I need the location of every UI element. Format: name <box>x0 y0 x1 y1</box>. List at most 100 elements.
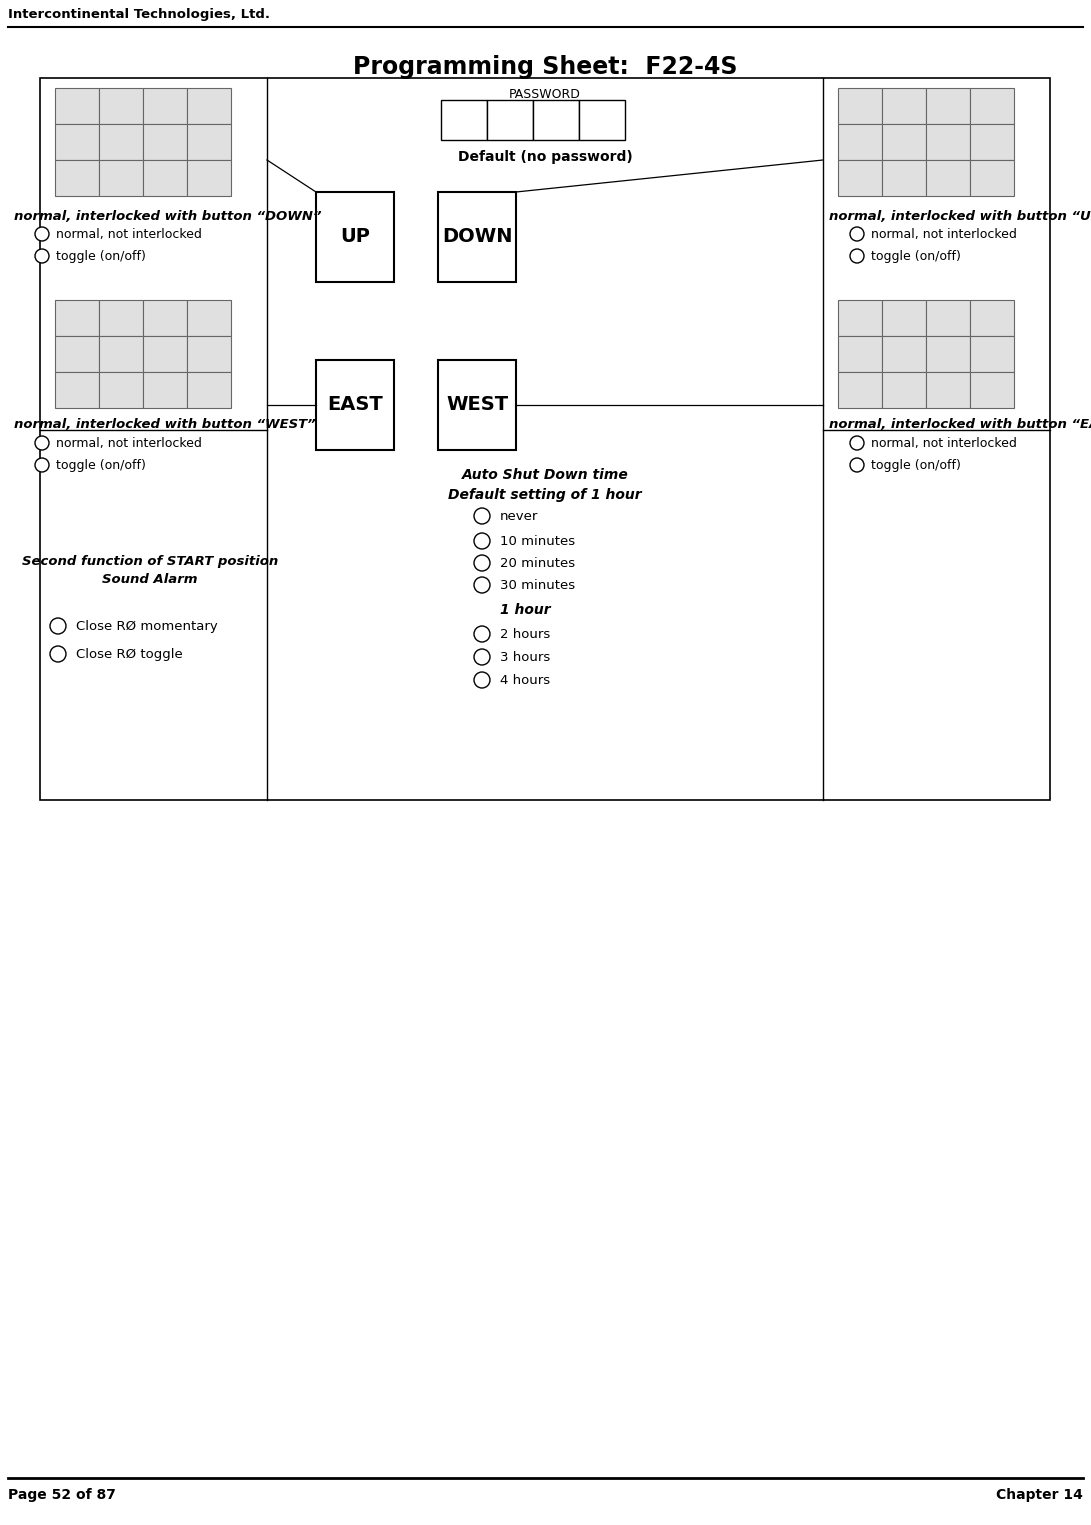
Bar <box>55 336 99 372</box>
Text: normal, not interlocked: normal, not interlocked <box>871 438 1017 450</box>
Bar <box>926 124 970 160</box>
Text: 10 minutes: 10 minutes <box>500 535 575 547</box>
Bar <box>99 160 143 197</box>
Text: 4 hours: 4 hours <box>500 674 550 686</box>
Text: EAST: EAST <box>327 395 383 415</box>
Circle shape <box>850 436 864 450</box>
Text: toggle (on/off): toggle (on/off) <box>871 250 961 262</box>
Circle shape <box>850 458 864 473</box>
Text: 20 minutes: 20 minutes <box>500 557 575 570</box>
Bar <box>838 160 882 197</box>
Bar <box>970 300 1014 336</box>
Bar <box>437 192 516 282</box>
Circle shape <box>473 625 490 642</box>
Text: Close RØ toggle: Close RØ toggle <box>76 648 183 660</box>
Bar <box>187 336 231 372</box>
Bar <box>143 372 187 409</box>
Text: toggle (on/off): toggle (on/off) <box>56 459 146 473</box>
Bar <box>838 300 882 336</box>
Bar <box>187 160 231 197</box>
Circle shape <box>35 249 49 262</box>
Circle shape <box>473 555 490 570</box>
Bar <box>99 336 143 372</box>
Bar <box>187 300 231 336</box>
Bar <box>838 372 882 409</box>
Circle shape <box>473 534 490 549</box>
Circle shape <box>35 227 49 241</box>
Text: normal, not interlocked: normal, not interlocked <box>56 229 202 241</box>
Bar <box>55 88 99 124</box>
Text: PASSWORD: PASSWORD <box>509 88 580 101</box>
Circle shape <box>850 249 864 262</box>
Text: Page 52 of 87: Page 52 of 87 <box>8 1488 116 1502</box>
Bar <box>970 160 1014 197</box>
Text: Chapter 14: Chapter 14 <box>996 1488 1083 1502</box>
Text: normal, not interlocked: normal, not interlocked <box>56 438 202 450</box>
Bar <box>579 101 625 140</box>
Bar <box>143 336 187 372</box>
Bar <box>40 78 1050 801</box>
Bar <box>926 160 970 197</box>
Text: WEST: WEST <box>446 395 508 415</box>
Bar <box>838 124 882 160</box>
Text: Intercontinental Technologies, Ltd.: Intercontinental Technologies, Ltd. <box>8 8 269 21</box>
Bar <box>926 372 970 409</box>
Text: UP: UP <box>340 227 370 247</box>
Text: Programming Sheet:  F22-4S: Programming Sheet: F22-4S <box>352 55 738 79</box>
Text: normal, interlocked with button “EAST”: normal, interlocked with button “EAST” <box>829 418 1091 432</box>
Bar <box>316 192 394 282</box>
Text: 2 hours: 2 hours <box>500 628 550 640</box>
Text: Close RØ momentary: Close RØ momentary <box>76 621 218 633</box>
Circle shape <box>473 576 490 593</box>
Text: normal, interlocked with button “WEST”: normal, interlocked with button “WEST” <box>14 418 315 432</box>
Bar <box>187 372 231 409</box>
Bar <box>882 372 926 409</box>
Bar <box>882 160 926 197</box>
Bar <box>55 160 99 197</box>
Text: Default setting of 1 hour: Default setting of 1 hour <box>448 488 642 502</box>
Bar <box>441 101 487 140</box>
Bar <box>187 124 231 160</box>
Bar <box>533 101 579 140</box>
Text: normal, not interlocked: normal, not interlocked <box>871 229 1017 241</box>
Text: toggle (on/off): toggle (on/off) <box>871 459 961 473</box>
Bar <box>926 88 970 124</box>
Text: toggle (on/off): toggle (on/off) <box>56 250 146 262</box>
Bar <box>55 372 99 409</box>
Bar <box>970 336 1014 372</box>
Bar <box>143 300 187 336</box>
Bar <box>487 101 533 140</box>
Bar <box>926 300 970 336</box>
Circle shape <box>35 458 49 473</box>
Bar <box>882 300 926 336</box>
Circle shape <box>473 650 490 665</box>
Text: never: never <box>500 509 538 523</box>
Bar <box>143 160 187 197</box>
Text: 3 hours: 3 hours <box>500 651 550 663</box>
Text: Default (no password): Default (no password) <box>457 149 633 165</box>
Text: normal, interlocked with button “UP”: normal, interlocked with button “UP” <box>829 210 1091 223</box>
Bar <box>316 360 394 450</box>
Text: Sound Alarm: Sound Alarm <box>103 573 197 586</box>
Bar <box>143 124 187 160</box>
Text: 30 minutes: 30 minutes <box>500 580 575 592</box>
Bar <box>55 300 99 336</box>
Text: Auto Shut Down time: Auto Shut Down time <box>461 468 628 482</box>
Bar <box>882 336 926 372</box>
Circle shape <box>473 508 490 525</box>
Circle shape <box>850 227 864 241</box>
Bar <box>99 88 143 124</box>
Bar <box>970 124 1014 160</box>
Bar <box>99 124 143 160</box>
Text: DOWN: DOWN <box>442 227 513 247</box>
Text: normal, interlocked with button “DOWN”: normal, interlocked with button “DOWN” <box>14 210 322 223</box>
Bar <box>882 88 926 124</box>
Bar <box>187 88 231 124</box>
Bar <box>838 336 882 372</box>
Circle shape <box>473 673 490 688</box>
Bar <box>882 124 926 160</box>
Bar <box>437 360 516 450</box>
Circle shape <box>50 647 65 662</box>
Bar <box>143 88 187 124</box>
Bar <box>55 124 99 160</box>
